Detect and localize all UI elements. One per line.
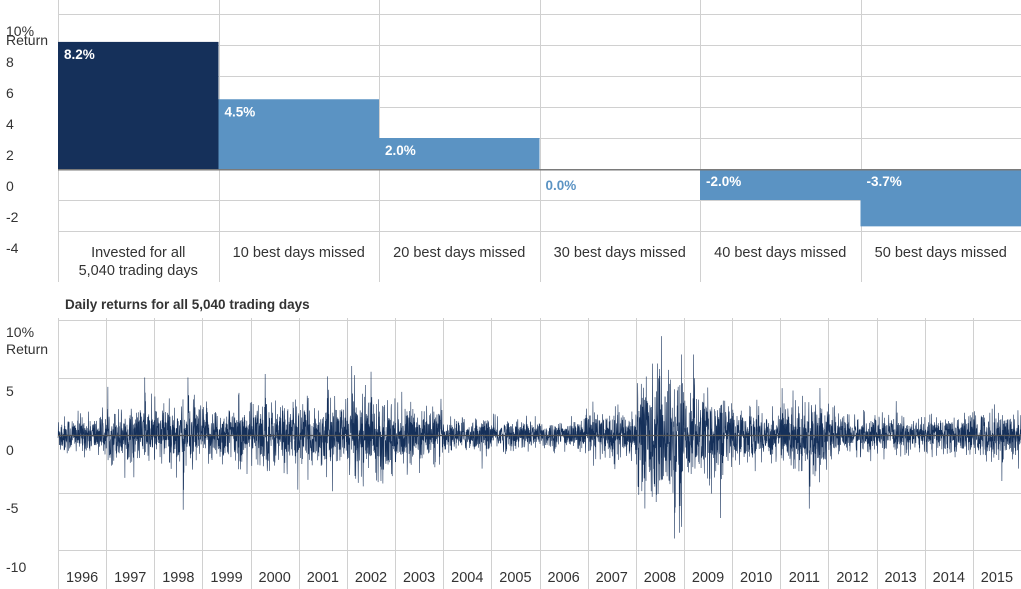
year-label: 1999 [210,570,242,586]
bottom-y-tick-label: -5 [6,500,19,516]
year-label: 2007 [596,570,628,586]
bar [218,99,379,169]
bottom-y-tick-label: 5 [6,383,14,399]
top-y-tick-label: 2 [6,147,14,163]
bottom-chart-title: Daily returns for all 5,040 trading days [65,297,310,312]
category-label: Invested for all [91,245,185,261]
category-label: 10 best days missed [233,245,365,261]
category-label: 30 best days missed [554,245,686,261]
bottom-y-tick-label: 0 [6,442,14,458]
bar-value-label: -2.0% [706,174,741,189]
bar [379,138,540,169]
year-label: 2004 [451,570,483,586]
bar-value-label: 4.5% [225,104,256,119]
year-label: 2001 [307,570,339,586]
top-y-tick-label: 8 [6,54,14,70]
bar-value-label: 2.0% [385,143,416,158]
year-label: 2009 [692,570,724,586]
year-label: 2002 [355,570,387,586]
top-y-tick-label: 4 [6,116,14,132]
year-label: 2011 [789,570,820,586]
top-y-tick-label: -2 [6,209,19,225]
year-label: 2006 [547,570,579,586]
bar-value-label: 0.0% [546,178,577,193]
daily-returns-line [57,336,1021,539]
bar [700,169,861,200]
category-label: 50 best days missed [875,245,1007,261]
year-label: 2003 [403,570,435,586]
top-y-axis-label: Return [6,32,48,48]
year-label: 2015 [981,570,1013,586]
bar [860,169,1021,227]
year-label: 2014 [933,570,965,586]
bar-value-label: 8.2% [64,47,95,62]
year-label: 2013 [884,570,916,586]
year-label: 2008 [644,570,676,586]
top-y-tick-label: 0 [6,178,14,194]
bottom-y-axis-label: Return [6,341,48,357]
top-y-tick-label: -4 [6,240,19,256]
category-label: 40 best days missed [714,245,846,261]
year-label: 2005 [499,570,531,586]
category-label: 20 best days missed [393,245,525,261]
year-label: 1998 [162,570,194,586]
year-label: 2000 [259,570,291,586]
top-y-tick-label: 6 [6,85,14,101]
top-y-tick-label: 10% [6,23,34,39]
bottom-y-tick-label: 10% [6,324,34,340]
bar-value-label: -3.7% [867,174,902,189]
year-label: 2010 [740,570,772,586]
category-label: 5,040 trading days [79,263,198,279]
year-label: 1996 [66,570,98,586]
year-label: 1997 [114,570,146,586]
year-label: 2012 [836,570,868,586]
bar [58,41,219,169]
bottom-y-tick-label: -10 [6,559,26,575]
